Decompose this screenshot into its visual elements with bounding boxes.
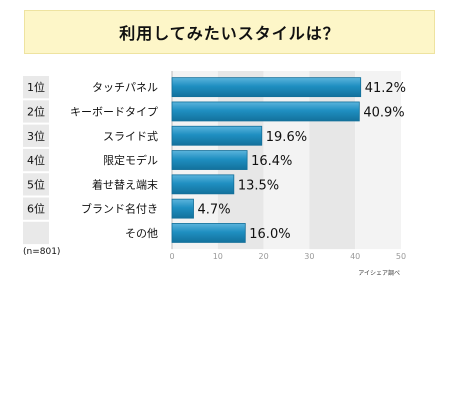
plot-band: [263, 71, 310, 250]
rank-label: 5位: [27, 177, 45, 191]
category-label: ブランド名付き: [81, 202, 158, 216]
rank-cell: [23, 197, 49, 220]
rank-label: 6位: [27, 202, 45, 216]
rank-label: 2位: [27, 104, 45, 118]
chart-title: 利用してみたいスタイルは？: [119, 24, 340, 43]
value-label: 13.5%: [238, 178, 279, 193]
value-label: 16.4%: [251, 154, 292, 169]
bar: [171, 198, 194, 219]
x-tick-label: 30: [304, 252, 314, 261]
x-tick-label: 20: [259, 252, 269, 261]
bar: [171, 77, 362, 98]
value-label: 4.7%: [198, 203, 231, 218]
category-label: 着せ替え端末: [92, 177, 158, 191]
x-axis-ticks: 0 10 20 30 40 50: [169, 252, 406, 261]
chart-title-box: 利用してみたいスタイルは？: [24, 10, 435, 54]
x-tick-label: 10: [213, 252, 223, 261]
value-label: 41.2%: [365, 81, 406, 96]
category-label: タッチパネル: [92, 81, 158, 94]
category-label: 限定モデル: [103, 153, 158, 167]
rank-label: 4位: [27, 153, 45, 167]
plot-bands: [171, 71, 401, 250]
x-tick-label: 40: [350, 252, 360, 261]
category-label: キーボードタイプ: [70, 105, 158, 118]
rank-cell: [23, 76, 49, 99]
value-label: 19.6%: [266, 130, 307, 145]
rank-cell: [23, 124, 49, 147]
category-label: その他: [125, 227, 158, 240]
bar: [171, 223, 246, 243]
sample-size-note: (n=801): [23, 247, 61, 257]
bar: [171, 150, 248, 170]
source-note: アイシェア調べ: [358, 270, 400, 277]
rank-label: 3位: [27, 129, 45, 143]
rank-cell: [23, 173, 49, 196]
rank-cell: [23, 148, 49, 172]
chart-rows: 1位 タッチパネル 41.2% 2位 キーボードタイプ 40.9% 3位 スライド式 19.6%…: [23, 76, 406, 245]
bar: [171, 174, 235, 195]
plot-band: [309, 71, 356, 250]
rank-cell: [23, 100, 49, 123]
value-label: 40.9%: [363, 105, 404, 120]
value-label: 16.0%: [249, 227, 290, 242]
bar: [171, 101, 360, 122]
rank-label: 1位: [27, 80, 45, 94]
bar: [171, 125, 263, 146]
plot-band: [355, 71, 401, 250]
category-label: スライド式: [103, 130, 158, 143]
x-tick-label: 0: [169, 252, 174, 261]
x-tick-label: 50: [396, 252, 406, 261]
rank-cell: [23, 221, 49, 245]
